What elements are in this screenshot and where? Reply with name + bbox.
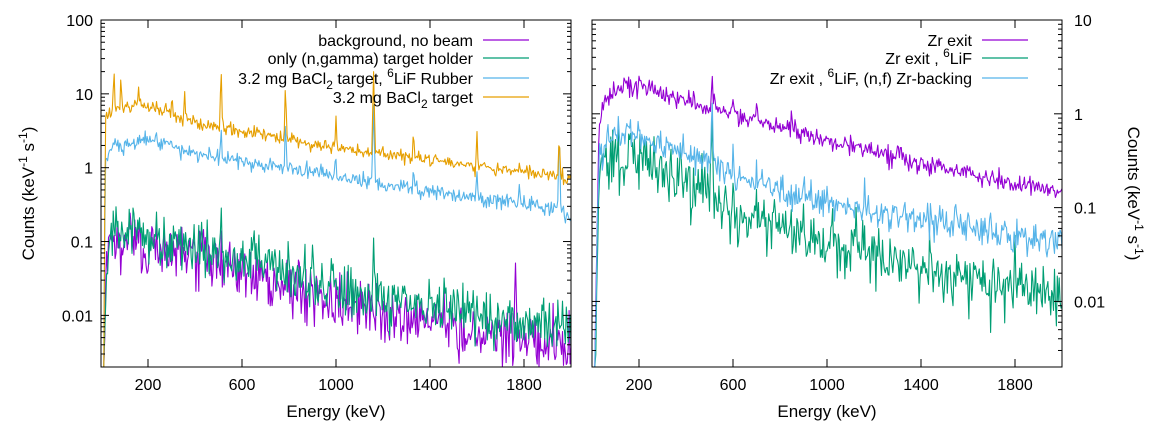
series-line-zr-exit-6lif bbox=[592, 118, 1062, 367]
x-tick-label: 1800 bbox=[997, 377, 1033, 394]
y-tick-label: 100 bbox=[66, 13, 93, 30]
x-tick-label: 1000 bbox=[809, 377, 845, 394]
x-tick-label: 200 bbox=[135, 377, 162, 394]
x-tick-label: 600 bbox=[720, 377, 747, 394]
series-line-3-2-mg-bacl2-target bbox=[101, 71, 571, 367]
legend-entry-only-n-gamma-target-holder: only (n,gamma) target holder bbox=[268, 51, 529, 68]
x-tick-label: 1000 bbox=[318, 377, 354, 394]
y-tick-label: 0.1 bbox=[71, 235, 93, 252]
x-tick-label: 1400 bbox=[412, 377, 448, 394]
x-tick-label: 200 bbox=[626, 377, 653, 394]
legend-entry-3-2-mg-bacl2-target-6lif-rubber: 3.2 mg BaCl2 target, 6LiF Rubber bbox=[238, 66, 529, 92]
y-axis-label: Counts (keV-1 s-1) bbox=[16, 127, 38, 261]
legend-entry-3-2-mg-bacl2-target: 3.2 mg BaCl2 target bbox=[333, 90, 529, 111]
legend-label: 3.2 mg BaCl2 target bbox=[333, 90, 474, 111]
y-tick-label: 10 bbox=[1074, 13, 1092, 30]
x-tick-label: 1400 bbox=[903, 377, 939, 394]
y-tick-label: 1 bbox=[1074, 107, 1083, 124]
legend-label: Zr exit , 6LiF, (n,f) Zr-backing bbox=[770, 66, 972, 88]
legend-label: Zr exit bbox=[928, 33, 973, 50]
right-spectrum-panel: 200 600 1000 1400 1800 0.01 0.1 1 10 Energy (keV)… bbox=[591, 13, 1146, 421]
series-line-only-n-gamma-target-holder bbox=[101, 206, 571, 367]
legend-entry-background-no-beam: background, no beam bbox=[318, 33, 529, 50]
x-tick-label: 1800 bbox=[506, 377, 542, 394]
legend-entry-zr-exit-6lif: Zr exit , 6LiF bbox=[885, 46, 1028, 68]
x-axis-label: Energy (keV) bbox=[777, 402, 876, 421]
series-line-zr-exit bbox=[592, 75, 1062, 367]
y-tick-label: 0.01 bbox=[1074, 294, 1105, 311]
y-axis-label: Counts (keV-1 s-1) bbox=[1124, 127, 1146, 261]
legend-label: Zr exit , 6LiF bbox=[885, 46, 972, 68]
plot-area bbox=[101, 71, 571, 367]
x-tick-label: 600 bbox=[229, 377, 256, 394]
series-line-zr-exit-6lif-n-f-zr-backing bbox=[592, 102, 1062, 367]
legend-label: only (n,gamma) target holder bbox=[268, 51, 474, 68]
x-axis-label: Energy (keV) bbox=[286, 402, 385, 421]
y-tick-label: 0.1 bbox=[1074, 201, 1096, 218]
legend-entry-zr-exit-6lif-n-f-zr-backing: Zr exit , 6LiF, (n,f) Zr-backing bbox=[770, 66, 1028, 88]
y-tick-label: 1 bbox=[84, 161, 93, 178]
y-tick-label: 0.01 bbox=[62, 308, 93, 325]
y-tick-label: 10 bbox=[75, 87, 93, 104]
series-line-3-2-mg-bacl2-target-6lif-rubber bbox=[101, 104, 571, 367]
legend-label: background, no beam bbox=[318, 33, 473, 50]
left-spectrum-panel: 200 600 1000 1400 1800 0.01 0.1 1 10 100 Energy (k… bbox=[16, 13, 572, 421]
plot-area bbox=[592, 75, 1062, 367]
legend-entry-zr-exit: Zr exit bbox=[928, 33, 1028, 50]
legend-label: 3.2 mg BaCl2 target, 6LiF Rubber bbox=[238, 66, 473, 92]
